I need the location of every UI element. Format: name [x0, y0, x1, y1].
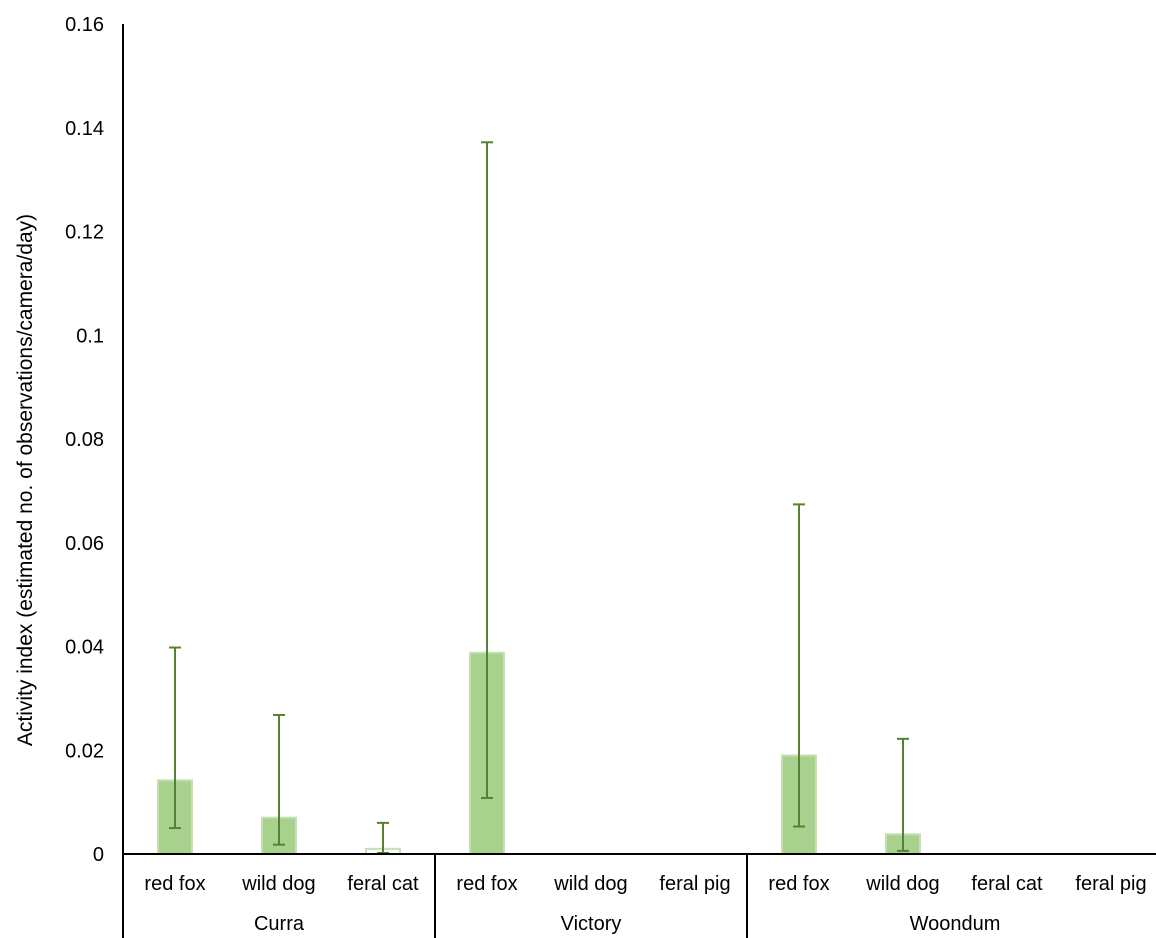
- error-bars: [169, 141, 909, 854]
- y-axis-title: Activity index (estimated no. of observa…: [14, 214, 37, 746]
- x-group-label: Curra: [254, 913, 305, 935]
- y-tick-label: 0.08: [65, 429, 104, 451]
- y-tick-label: 0.14: [65, 118, 104, 140]
- y-tick-label: 0.04: [65, 637, 104, 659]
- x-category-label: red fox: [456, 873, 517, 895]
- x-category-label: red fox: [768, 873, 829, 895]
- y-axis: 0 0.02 0.04 0.06 0.08 0.1 0.12 0.14 0.16: [65, 14, 124, 866]
- y-tick-label: 0.12: [65, 222, 104, 244]
- x-group-label: Woondum: [910, 913, 1001, 935]
- x-category-label: feral cat: [971, 873, 1043, 895]
- x-group-label: Victory: [561, 913, 622, 935]
- x-axis: red fox wild dog feral cat Curra red fox wild…: [122, 853, 1156, 938]
- y-tick-label: 0.06: [65, 533, 104, 555]
- y-tick-label: 0.02: [65, 740, 104, 762]
- y-tick-label: 0.16: [65, 14, 104, 36]
- x-category-label: red fox: [144, 873, 205, 895]
- y-tick-label: 0.1: [76, 325, 104, 347]
- x-category-label: wild dog: [865, 873, 939, 895]
- x-category-label: feral cat: [347, 873, 419, 895]
- y-tick-label: 0: [93, 844, 104, 866]
- x-category-label: feral pig: [1075, 873, 1146, 895]
- x-category-label: feral pig: [659, 873, 730, 895]
- x-category-label: wild dog: [241, 873, 315, 895]
- x-category-label: wild dog: [553, 873, 627, 895]
- bars: [157, 651, 921, 856]
